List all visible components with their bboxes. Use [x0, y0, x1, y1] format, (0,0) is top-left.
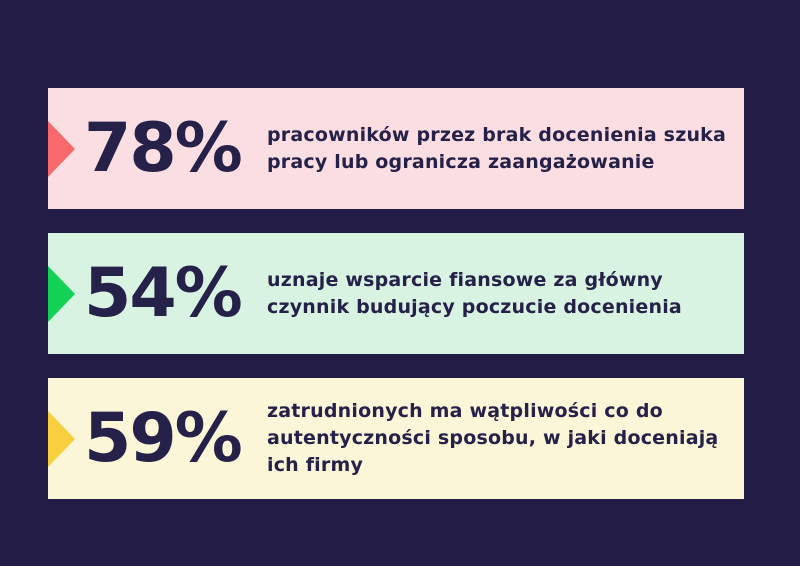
arrow-right-icon: [48, 410, 75, 467]
stat-percent: 78%: [84, 108, 243, 188]
stat-bar-54: 54% uznaje wsparcie fiansowe za główny c…: [48, 233, 744, 354]
stat-description-line: autentyczności sposobu, w jaki doceniają: [267, 427, 719, 449]
stat-percent: 59%: [84, 398, 243, 478]
stat-description: uznaje wsparcie fiansowe za główny czynn…: [267, 267, 682, 321]
stat-description-line: zatrudnionych ma wątpliwości co do: [267, 400, 663, 422]
stat-description: pracowników przez brak docenienia szuka …: [267, 122, 726, 176]
stat-description-line: ich firmy: [267, 454, 364, 476]
stat-description-line: pracowników przez brak docenienia szuka: [267, 123, 727, 146]
stat-description-line: uznaje wsparcie fiansowe za główny: [267, 268, 663, 291]
arrow-right-icon: [48, 120, 75, 177]
stat-description-line: czynnik budujący poczucie docenienia: [267, 295, 682, 318]
stat-description: zatrudnionych ma wątpliwości co do auten…: [267, 398, 718, 479]
arrow-right-icon: [48, 265, 75, 322]
stat-description-line: pracy lub ogranicza zaangażowanie: [267, 150, 655, 173]
stat-bar-78: 78% pracowników przez brak docenienia sz…: [48, 88, 744, 209]
stat-bar-59: 59% zatrudnionych ma wątpliwości co do a…: [48, 378, 744, 499]
stat-bars-list: 78% pracowników przez brak docenienia sz…: [48, 88, 744, 499]
stat-percent: 54%: [84, 253, 243, 333]
